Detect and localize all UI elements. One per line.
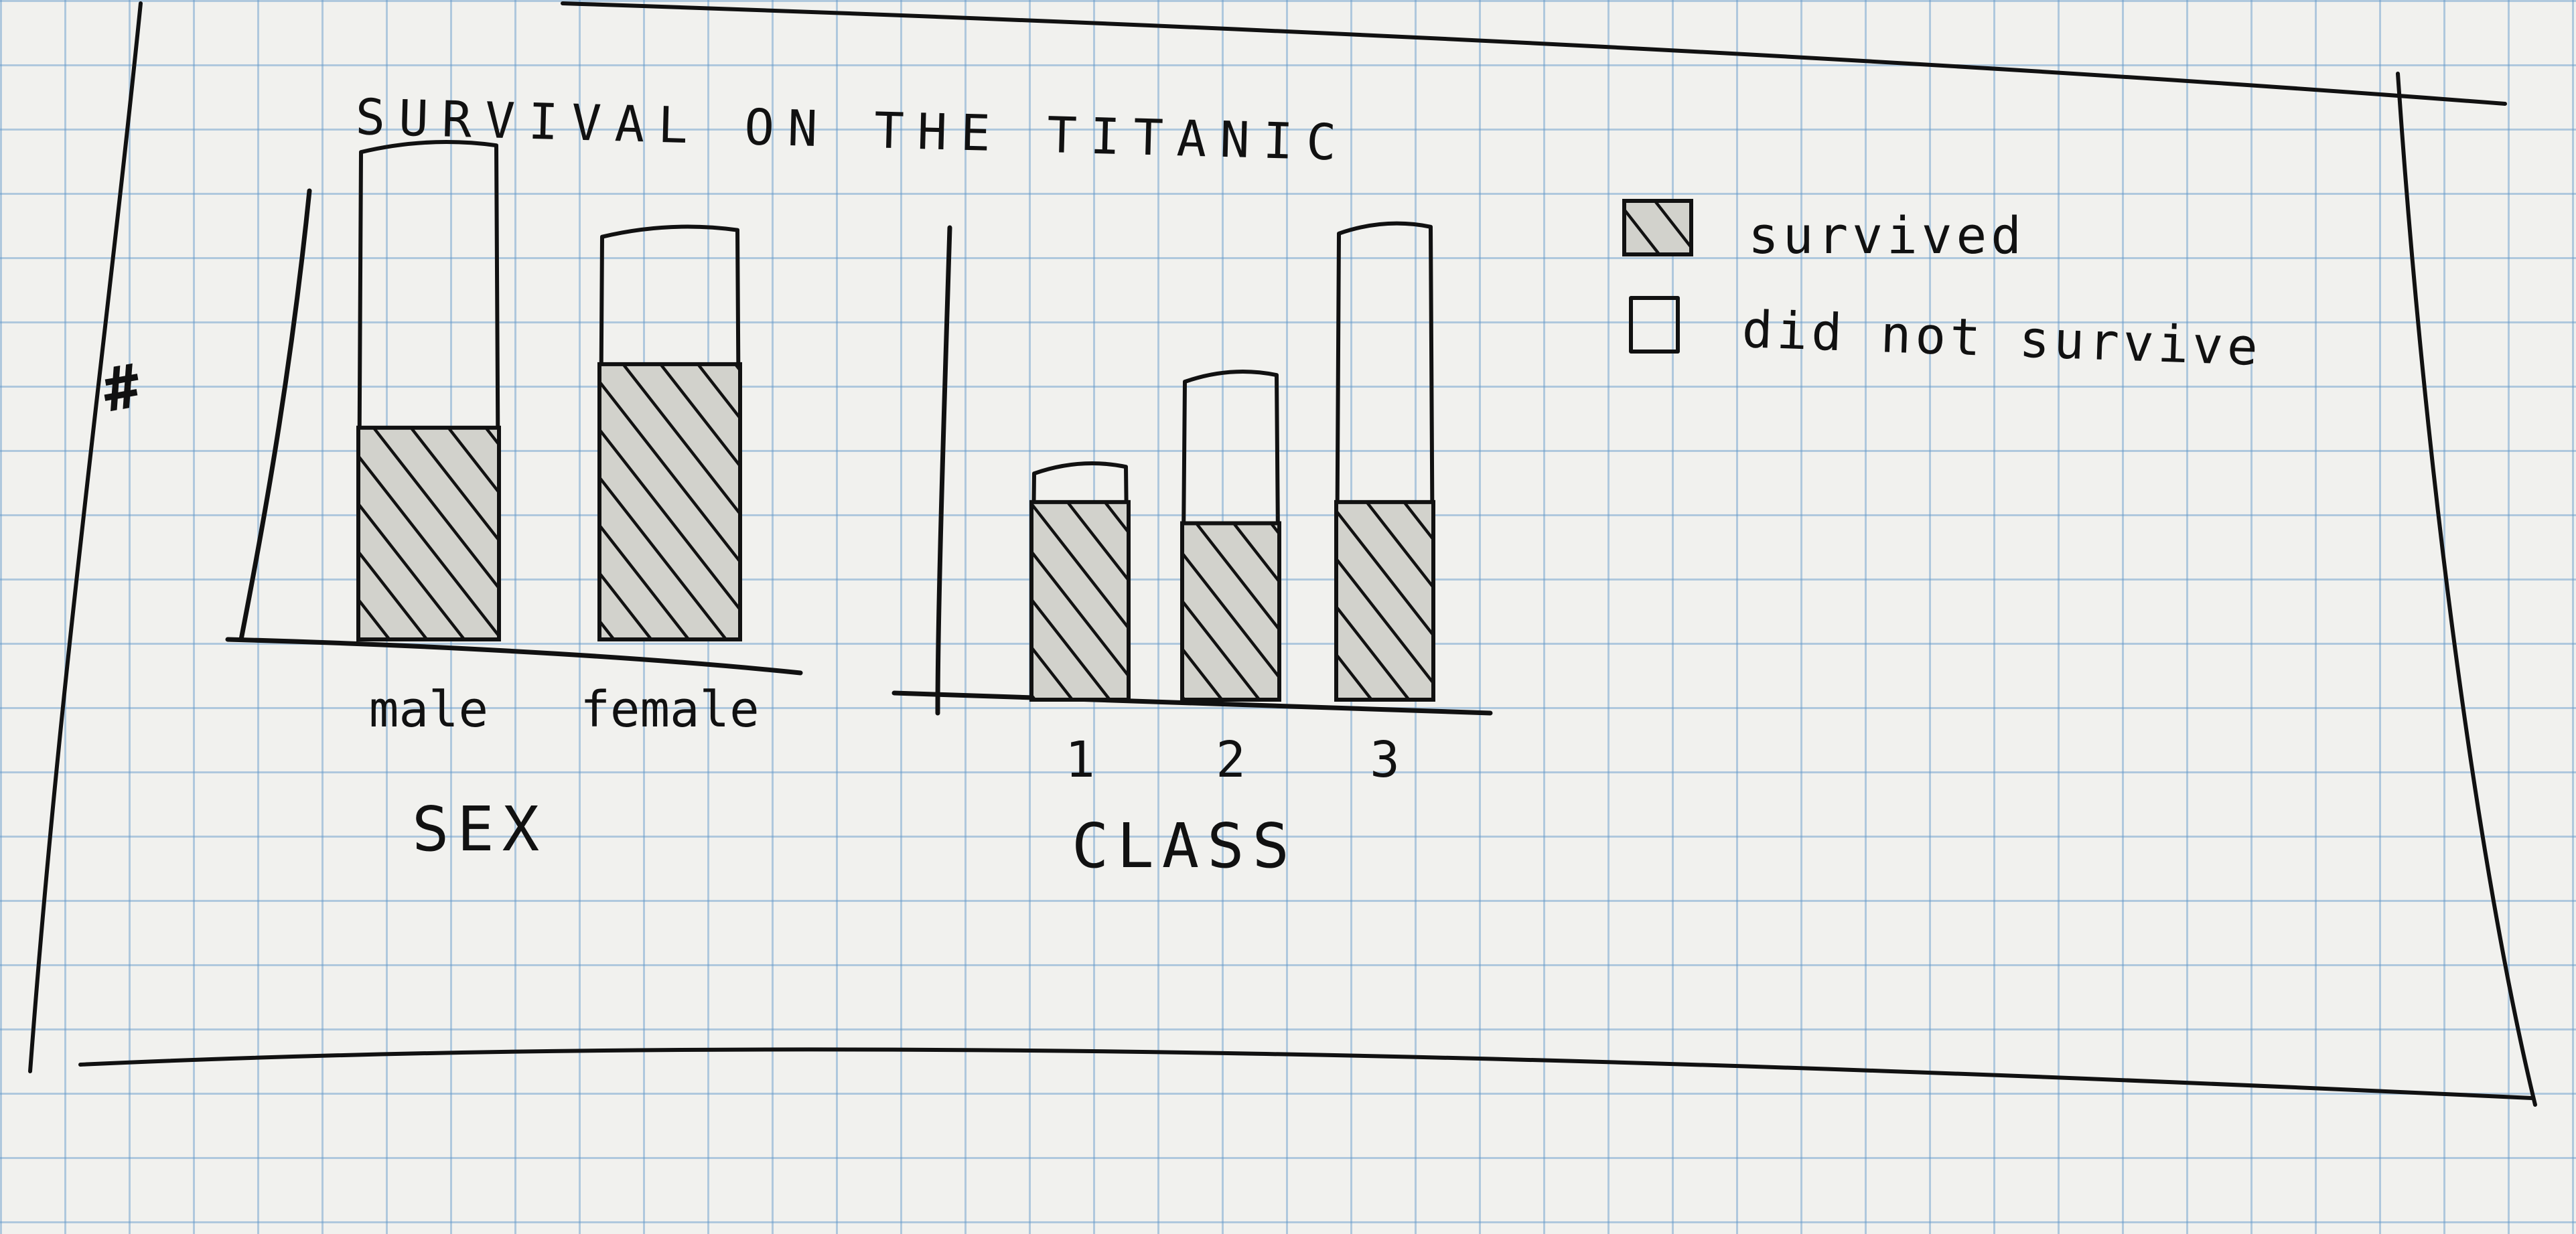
sex-y-axis-label: # — [98, 351, 146, 427]
sex-bar-male-did-not-survive — [356, 140, 501, 640]
chart-title: SURVIVAL ON THE TITANIC — [355, 88, 1350, 172]
class-tick-label-1: 1 — [1065, 731, 1095, 789]
legend-swatch-survived — [1622, 199, 1693, 256]
panel-sex: # male female SEX — [98, 140, 803, 865]
sex-tick-label-female: female — [580, 681, 759, 739]
class-bar-2-survived — [1180, 521, 1281, 702]
class-y-axis — [935, 225, 952, 716]
frame-left-edge — [28, 1, 143, 1073]
panel-class: 1 2 3 CLASS — [891, 221, 1493, 882]
legend: survived did not survive — [1622, 199, 2263, 377]
class-tick-label-3: 3 — [1370, 731, 1400, 789]
class-bar-1-did-not-survive — [1029, 461, 1131, 700]
legend-label-did-not-survive: did not survive — [1741, 299, 2263, 377]
legend-label-survived: survived — [1748, 206, 2025, 265]
class-bar-3-survived — [1334, 499, 1435, 702]
frame-top-edge — [561, 1, 2507, 106]
sex-x-axis — [225, 637, 803, 676]
sex-tick-label-male: male — [369, 681, 488, 739]
sex-bar-female-did-not-survive — [597, 224, 742, 640]
class-bar-2-did-not-survive — [1180, 370, 1281, 700]
sex-bar-male-survived — [356, 425, 501, 642]
sex-bar-female-survived — [597, 362, 742, 642]
class-x-axis — [891, 690, 1493, 716]
sex-y-axis — [238, 188, 312, 642]
class-x-axis-title: CLASS — [1072, 810, 1297, 882]
class-bar-1-survived — [1029, 499, 1131, 702]
frame-bottom-edge — [78, 1047, 2534, 1100]
class-bar-3-did-not-survive — [1334, 221, 1435, 700]
class-tick-label-2: 2 — [1216, 731, 1246, 789]
frame-right-edge — [2396, 72, 2537, 1107]
legend-swatch-did-not-survive — [1629, 296, 1680, 354]
sex-x-axis-title: SEX — [412, 793, 547, 865]
